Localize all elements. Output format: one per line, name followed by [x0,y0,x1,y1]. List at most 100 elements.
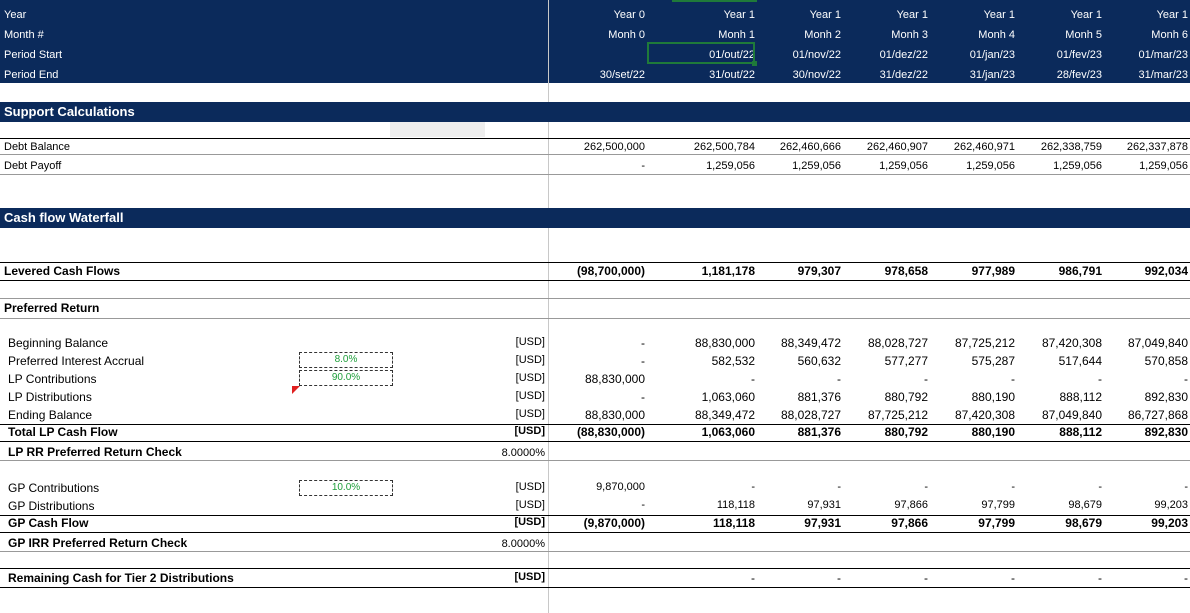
header-start-cell[interactable]: 01/fev/23 [1056,49,1102,61]
debt-payoff-cell: 1,259,056 [792,160,841,172]
pref-row-cell: - [1011,372,1015,386]
header-year-cell[interactable]: Year 1 [896,9,928,21]
pref-row-cell: - [641,336,645,350]
input-lp-share[interactable]: 90.0% [299,370,393,386]
rule-line [0,262,1190,263]
header-start-cell[interactable]: 01/nov/22 [792,49,841,61]
levered-cash-flow-cell: 992,034 [1144,264,1188,278]
selected-cell[interactable] [647,42,755,64]
pref-row-cell: 88,830,000 [584,408,645,422]
input-preferred-rate[interactable]: 8.0% [299,352,393,368]
levered-cash-flow-cell: (98,700,000) [576,264,645,278]
header-month-cell[interactable]: Monh 3 [891,29,928,41]
levered-cash-flow-cell: 978,658 [884,264,928,278]
pref-row-cell: - [1098,372,1102,386]
header-end-cell[interactable]: 28/fev/23 [1056,69,1102,81]
rule-line [0,280,1190,281]
pref-row-cell: 560,632 [797,354,841,368]
levered-cash-flow-cell: 977,989 [971,264,1015,278]
total-lp-cell: 881,376 [797,425,841,439]
gp-row-cell: - [751,481,755,493]
header-end-cell[interactable]: 30/nov/22 [792,69,841,81]
header-month-cell[interactable]: Monh 5 [1065,29,1102,41]
unit-label: [USD] [515,372,545,384]
pref-row-cell: - [924,372,928,386]
total-lp-cell: 892,830 [1144,425,1188,439]
header-year-cell[interactable]: Year 0 [613,9,645,21]
selected-column-indicator [672,0,757,2]
pref-row-cell: 880,792 [884,390,928,404]
gp-row-cell: - [924,481,928,493]
debt-balance-cell: 262,460,971 [953,141,1015,153]
pref-row-label: Preferred Interest Accrual [8,354,145,368]
total-lp-cell: 1,063,060 [701,425,755,439]
fill-handle[interactable] [752,61,757,66]
rule-line [0,568,1190,569]
gp-total-cell: 97,799 [978,516,1015,530]
rule-line [0,298,1190,299]
pref-row-cell: 88,028,727 [780,408,841,422]
section-title-waterfall: Cash flow Waterfall [4,210,124,225]
debt-balance-cell: 262,460,666 [779,141,841,153]
header-year-cell[interactable]: Year 1 [809,9,841,21]
header-start-cell[interactable]: 01/dez/22 [879,49,928,61]
gp-total-cell: 118,118 [712,516,755,530]
label-debt-payoff: Debt Payoff [4,160,62,172]
gp-row-cell: 9,870,000 [596,481,645,493]
input-gp-share[interactable]: 10.0% [299,480,393,496]
header-end-cell[interactable]: 31/out/22 [709,69,755,81]
remaining-cell: - [1011,571,1015,585]
header-start-cell[interactable]: 01/out/22 [709,49,755,61]
debt-balance-cell: 262,500,784 [693,141,755,153]
levered-cash-flow-cell: 986,791 [1058,264,1102,278]
debt-payoff-cell: 1,259,056 [706,160,755,172]
debt-payoff-cell: 1,259,056 [1053,160,1102,172]
section-bar-support [0,102,1190,122]
pref-row-cell: 892,830 [1144,390,1188,404]
pref-row-cell: - [751,372,755,386]
gp-row-cell: 97,866 [894,499,928,511]
header-start-cell[interactable]: 01/jan/23 [969,49,1015,61]
header-start-cell[interactable]: 01/mar/23 [1138,49,1188,61]
label-levered-cash-flows: Levered Cash Flows [4,264,121,278]
pref-row-cell: 881,376 [797,390,841,404]
header-month-cell[interactable]: Monh 0 [608,29,645,41]
pref-row-cell: 575,287 [971,354,1015,368]
pref-row-cell: - [641,390,645,404]
unit-label: [USD] [514,425,545,437]
header-month-cell[interactable]: Monh 2 [804,29,841,41]
total-lp-cell: 888,112 [1059,425,1102,439]
header-end-cell[interactable]: 31/jan/23 [969,69,1015,81]
header-end-cell[interactable]: 31/dez/22 [879,69,928,81]
header-month-cell[interactable]: Monh 1 [718,29,755,41]
gp-check-value: 8.0000% [501,538,545,550]
header-year-cell[interactable]: Year 1 [1156,9,1188,21]
header-end-cell[interactable]: 30/set/22 [599,69,645,81]
header-label-period-end: Period End [4,69,59,81]
pref-row-cell: - [1184,372,1188,386]
pref-row-cell: 88,349,472 [694,408,755,422]
unit-label: [USD] [515,336,545,348]
gp-row-cell: - [1184,481,1188,493]
pref-row-cell: - [641,354,645,368]
comment-indicator[interactable] [292,386,300,394]
unit-label: [USD] [514,516,545,528]
remaining-cell: - [1184,571,1188,585]
pref-row-cell: 880,190 [971,390,1015,404]
gp-row-cell: 97,799 [981,499,1015,511]
gp-total-cell: 97,931 [804,516,841,530]
header-year-cell[interactable]: Year 1 [983,9,1015,21]
pref-row-cell: 888,112 [1059,390,1103,404]
gp-row-cell: 118,118 [716,499,755,511]
header-end-cell[interactable]: 31/mar/23 [1138,69,1188,81]
label-preferred-return: Preferred Return [4,301,100,315]
header-month-cell[interactable]: Monh 6 [1151,29,1188,41]
header-month-cell[interactable]: Monh 4 [978,29,1015,41]
debt-payoff-cell: 1,259,056 [1139,160,1188,172]
header-year-cell[interactable]: Year 1 [723,9,755,21]
debt-balance-cell: 262,338,759 [1040,141,1102,153]
total-lp-cell: 880,792 [884,425,928,439]
header-year-cell[interactable]: Year 1 [1070,9,1102,21]
total-lp-cell: (88,830,000) [576,425,645,439]
debt-balance-cell: 262,500,000 [583,141,645,153]
